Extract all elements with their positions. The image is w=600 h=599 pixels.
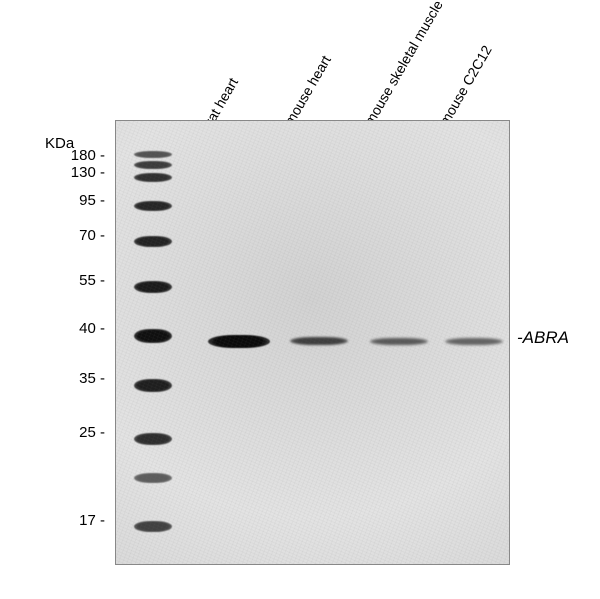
weight-marker-label: 70 - [65,227,105,244]
weight-marker-label: 130 - [65,164,105,181]
lane-label: mouse heart [281,53,334,128]
lane-label: mouse C2C12 [436,42,495,128]
blot-noise-overlay [116,121,509,564]
weight-marker-label: 55 - [65,272,105,289]
western-blot-figure: { "figure": { "width_px": 600, "height_p… [0,0,600,599]
lane-label: mouse skeletal muscle [361,0,446,128]
weight-marker-label: 180 - [65,147,105,164]
weight-marker-label: 17 - [65,512,105,529]
target-protein-label: -ABRA [517,328,569,348]
blot-membrane-area [115,120,510,565]
weight-marker-label: 40 - [65,320,105,337]
weight-marker-label: 95 - [65,192,105,209]
weight-marker-label: 25 - [65,424,105,441]
weight-marker-label: 35 - [65,370,105,387]
